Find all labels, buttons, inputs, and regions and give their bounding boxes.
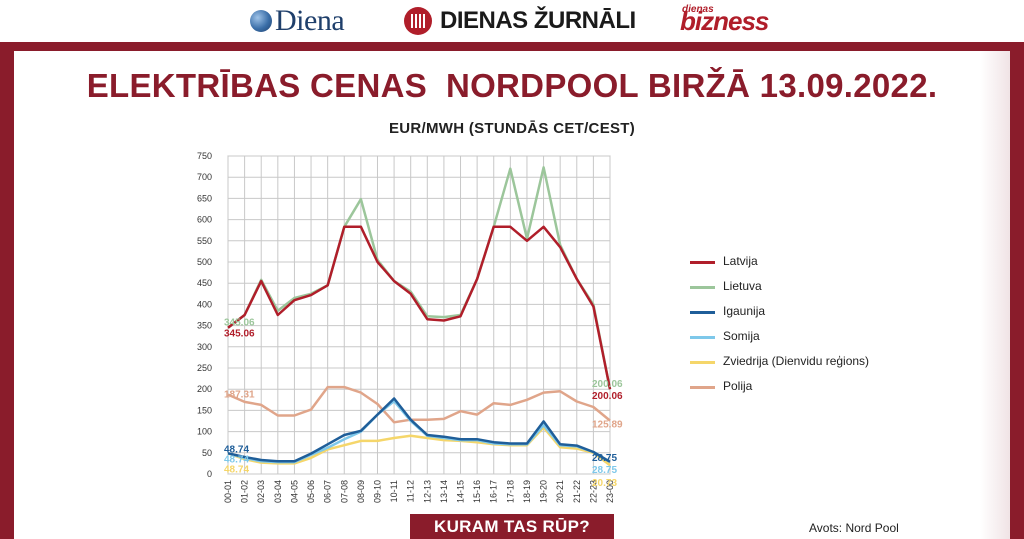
legend-item-igaunija: Igaunija xyxy=(690,302,890,327)
series-line-zviedrija-dienvidu-regions xyxy=(227,426,611,467)
legend-item-zviedrija-dienvidu-regions: Zviedrija (Dienvidu reģions) xyxy=(690,352,890,377)
legend-item-somija: Somija xyxy=(690,327,890,352)
data-label: 48.74 xyxy=(224,444,249,455)
y-tick-label: 200 xyxy=(197,384,212,394)
data-label: 200.06 xyxy=(592,391,623,402)
legend-label: Lietuva xyxy=(723,279,762,293)
x-tick-label: 22-23 xyxy=(588,480,598,503)
x-tick-label: 21-22 xyxy=(572,480,582,503)
legend-label: Latvija xyxy=(723,254,758,268)
legend-swatch xyxy=(690,286,715,289)
y-tick-label: 250 xyxy=(197,363,212,373)
y-tick-label: 750 xyxy=(197,151,212,161)
y-tick-label: 700 xyxy=(197,172,212,182)
x-tick-label: 18-19 xyxy=(522,480,532,503)
legend-item-polija: Polija xyxy=(690,377,890,402)
data-label: 28.75 xyxy=(592,453,617,464)
bizness-wordmark: dienas bizness xyxy=(680,3,769,37)
x-tick-label: 16-17 xyxy=(489,480,499,503)
x-tick-label: 03-04 xyxy=(273,480,283,503)
x-tick-label: 14-15 xyxy=(456,480,466,503)
x-tick-label: 15-16 xyxy=(472,480,482,503)
y-tick-label: 500 xyxy=(197,257,212,267)
legend-swatch xyxy=(690,261,715,264)
y-tick-label: 550 xyxy=(197,236,212,246)
diena-logo-text: Diena xyxy=(275,4,345,37)
x-tick-label: 12-13 xyxy=(422,480,432,503)
x-tick-label: 10-11 xyxy=(389,480,399,502)
x-tick-label: 07-08 xyxy=(339,480,349,503)
zurnali-emblem-icon xyxy=(404,7,432,35)
y-tick-label: 600 xyxy=(197,215,212,225)
legend-swatch xyxy=(690,336,715,339)
dienas-zurnali-logo[interactable]: DIENAS ŽURNĀLI xyxy=(404,4,636,38)
x-tick-label: 00-01 xyxy=(223,480,233,503)
x-tick-label: 04-05 xyxy=(289,480,299,503)
x-tick-label: 08-09 xyxy=(356,480,366,503)
data-label: 28.75 xyxy=(592,465,617,476)
footer-banner: KURAM TAS RŪP? xyxy=(408,512,616,539)
y-tick-label: 300 xyxy=(197,342,212,352)
data-label: 48.74 xyxy=(224,464,249,475)
legend-item-latvija: Latvija xyxy=(690,252,890,277)
x-tick-label: 05-06 xyxy=(306,480,316,503)
y-tick-label: 450 xyxy=(197,278,212,288)
legend-swatch xyxy=(690,311,715,314)
bizness-logo-text: bizness xyxy=(680,5,769,36)
x-tick-label: 20-21 xyxy=(555,480,565,503)
legend-label: Igaunija xyxy=(723,304,766,318)
legend-label: Somija xyxy=(723,329,760,343)
y-tick-label: 400 xyxy=(197,299,212,309)
zurnali-logo-text: DIENAS ŽURNĀLI xyxy=(440,7,636,34)
x-tick-label: 11-12 xyxy=(406,480,416,502)
chart-subtitle: EUR/MWH (STUNDĀS CET/CEST) xyxy=(388,120,636,137)
page-title: ELEKTRĪBAS CENAS NORDPOOL BIRŽĀ 13.09.20… xyxy=(86,67,938,104)
data-label: 20.73 xyxy=(592,478,617,489)
series-line-polija xyxy=(227,385,611,424)
data-label: 187.31 xyxy=(224,390,255,401)
chart-legend: Latvija Lietuva Igaunija Somija Zviedrija (D… xyxy=(690,252,890,402)
data-label: 125.89 xyxy=(592,420,623,431)
diena-logo[interactable]: Diena xyxy=(250,4,345,38)
data-label: 345.06 xyxy=(224,318,255,329)
legend-label: Polija xyxy=(723,379,753,393)
y-tick-label: 650 xyxy=(197,193,212,203)
globe-icon xyxy=(250,10,272,32)
x-tick-label: 19-20 xyxy=(539,480,549,503)
series-line-lietuva xyxy=(227,166,612,390)
x-tick-label: 09-10 xyxy=(372,480,382,503)
series-line-latvija xyxy=(227,225,612,390)
y-tick-label: 150 xyxy=(197,405,212,415)
y-tick-label: 350 xyxy=(197,321,212,331)
brand-bar: Diena DIENAS ŽURNĀLI dienas bizness xyxy=(0,0,1024,42)
x-tick-label: 17-18 xyxy=(505,480,515,503)
legend-swatch xyxy=(690,361,715,364)
legend-item-lietuva: Lietuva xyxy=(690,277,890,302)
x-tick-label: 01-02 xyxy=(240,480,250,503)
data-label: 48.74 xyxy=(224,454,249,465)
y-tick-label: 0 xyxy=(207,469,212,479)
data-label: 345.06 xyxy=(224,329,255,340)
x-tick-label: 06-07 xyxy=(323,480,333,503)
series-line-igaunija xyxy=(227,397,611,463)
y-tick-label: 50 xyxy=(202,448,212,458)
data-label: 200.06 xyxy=(592,379,623,390)
x-tick-label: 13-14 xyxy=(439,480,449,503)
source-note: Avots: Nord Pool xyxy=(809,521,899,535)
bizness-small-text: dienas xyxy=(682,3,714,15)
legend-label: Zviedrija (Dienvidu reģions) xyxy=(723,354,870,368)
y-tick-label: 100 xyxy=(197,427,212,437)
x-tick-label: 23-00 xyxy=(605,480,615,503)
legend-swatch xyxy=(690,386,715,389)
dienas-bizness-logo[interactable]: dienas bizness xyxy=(680,3,769,38)
x-tick-label: 02-03 xyxy=(256,480,266,503)
